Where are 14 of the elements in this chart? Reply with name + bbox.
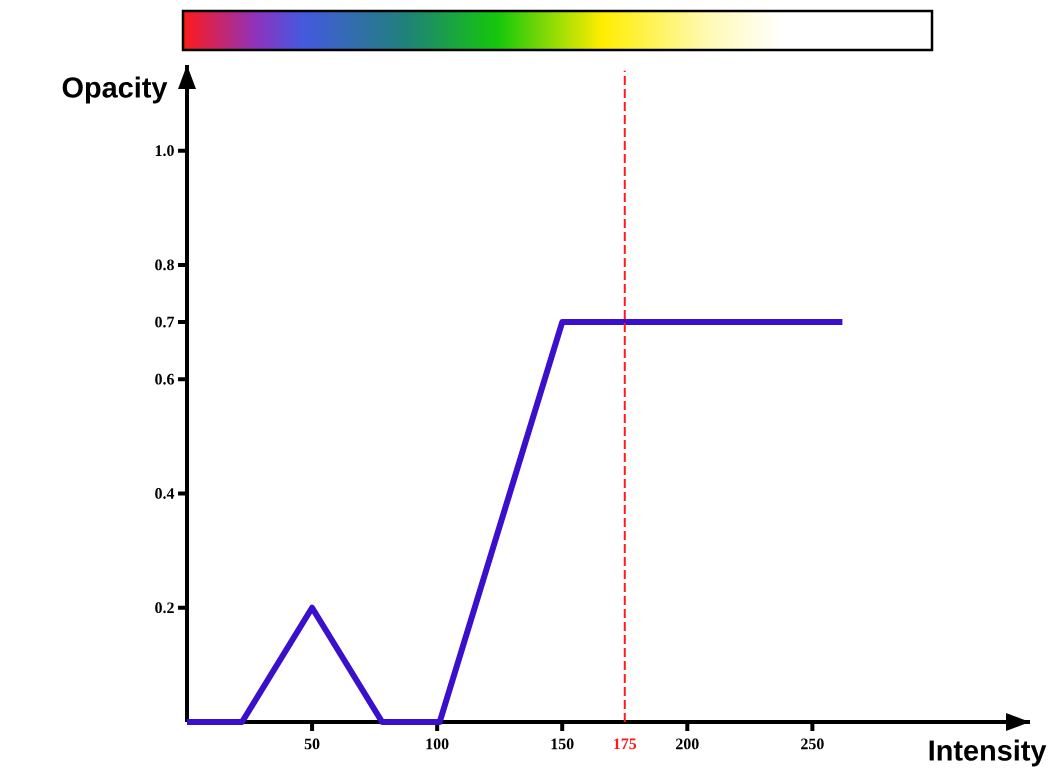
x-tick-label: 150 xyxy=(551,738,574,750)
y-tick-label: 0.2 xyxy=(155,602,174,614)
y-tick-label: 0.8 xyxy=(155,259,174,271)
x-tick-label: 250 xyxy=(801,738,824,750)
y-tick-label: 0.6 xyxy=(155,373,175,385)
x-tick-label: 200 xyxy=(676,738,699,750)
y-tick-label: 0.4 xyxy=(155,488,175,499)
ref-line-label: 175 xyxy=(614,738,637,750)
x-tick-label: 50 xyxy=(304,738,320,750)
y-tick-label: 0.7 xyxy=(155,316,175,328)
x-tick-label: 100 xyxy=(426,738,449,750)
y-tick-label: 1.0 xyxy=(155,145,174,157)
x-axis-title: Intensity xyxy=(929,739,1047,767)
y-axis-title: Opacity xyxy=(62,76,168,104)
